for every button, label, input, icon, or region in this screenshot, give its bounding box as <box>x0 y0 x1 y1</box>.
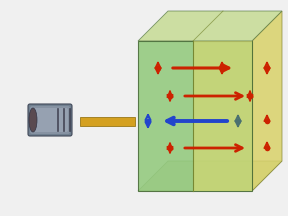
FancyBboxPatch shape <box>28 104 72 136</box>
Polygon shape <box>138 41 252 191</box>
Polygon shape <box>252 11 282 191</box>
Polygon shape <box>193 41 252 191</box>
FancyArrow shape <box>80 116 135 125</box>
Polygon shape <box>138 161 282 191</box>
Ellipse shape <box>29 108 37 132</box>
FancyBboxPatch shape <box>30 106 70 134</box>
FancyBboxPatch shape <box>32 108 68 132</box>
Polygon shape <box>138 11 282 41</box>
